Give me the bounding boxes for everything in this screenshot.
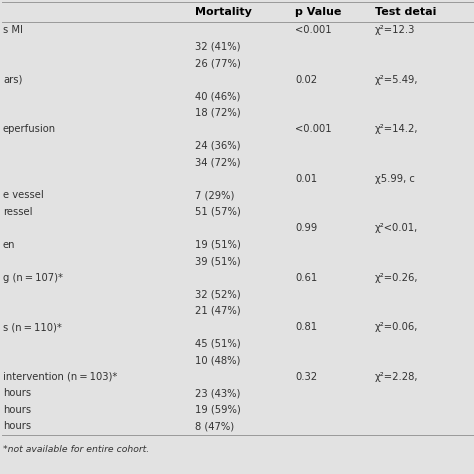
Text: hours: hours (3, 405, 31, 415)
Text: 32 (52%): 32 (52%) (195, 289, 241, 299)
Text: 0.32: 0.32 (295, 372, 317, 382)
Text: 32 (41%): 32 (41%) (195, 42, 240, 52)
Text: 40 (46%): 40 (46%) (195, 91, 240, 101)
Text: 0.61: 0.61 (295, 273, 317, 283)
Text: 23 (43%): 23 (43%) (195, 388, 240, 398)
Text: s MI: s MI (3, 25, 23, 35)
Text: Mortality: Mortality (195, 7, 252, 17)
Text: χ²=0.06,: χ²=0.06, (375, 322, 419, 332)
Text: en: en (3, 240, 16, 250)
Text: 7 (29%): 7 (29%) (195, 190, 234, 200)
Text: 0.01: 0.01 (295, 174, 317, 184)
Text: intervention (n = 103)*: intervention (n = 103)* (3, 372, 118, 382)
Text: hours: hours (3, 388, 31, 398)
Text: 39 (51%): 39 (51%) (195, 256, 241, 266)
Text: s (n = 110)*: s (n = 110)* (3, 322, 62, 332)
Text: χ²=12.3: χ²=12.3 (375, 25, 415, 35)
Text: 24 (36%): 24 (36%) (195, 141, 240, 151)
Text: <0.001: <0.001 (295, 25, 332, 35)
Text: *not available for entire cohort.: *not available for entire cohort. (3, 445, 149, 454)
Text: hours: hours (3, 421, 31, 431)
Text: χ²=14.2,: χ²=14.2, (375, 124, 419, 134)
Text: p Value: p Value (295, 7, 341, 17)
Text: <0.001: <0.001 (295, 124, 332, 134)
Text: 10 (48%): 10 (48%) (195, 355, 240, 365)
Text: 34 (72%): 34 (72%) (195, 157, 240, 167)
Text: 18 (72%): 18 (72%) (195, 108, 241, 118)
Text: 26 (77%): 26 (77%) (195, 58, 241, 68)
Text: 8 (47%): 8 (47%) (195, 421, 234, 431)
Text: 19 (51%): 19 (51%) (195, 240, 241, 250)
Text: 0.02: 0.02 (295, 75, 317, 85)
Text: χ²=2.28,: χ²=2.28, (375, 372, 419, 382)
Text: χ²<0.01,: χ²<0.01, (375, 223, 418, 233)
Text: eperfusion: eperfusion (3, 124, 56, 134)
Text: g (n = 107)*: g (n = 107)* (3, 273, 63, 283)
Text: 51 (57%): 51 (57%) (195, 207, 241, 217)
Text: 45 (51%): 45 (51%) (195, 339, 241, 349)
Text: χ²=5.49,: χ²=5.49, (375, 75, 419, 85)
Text: 19 (59%): 19 (59%) (195, 405, 241, 415)
Text: 21 (47%): 21 (47%) (195, 306, 241, 316)
Text: χ5.99, c: χ5.99, c (375, 174, 415, 184)
Text: Test detai: Test detai (375, 7, 437, 17)
Text: χ²=0.26,: χ²=0.26, (375, 273, 419, 283)
Text: 0.99: 0.99 (295, 223, 317, 233)
Text: ars): ars) (3, 75, 22, 85)
Text: ressel: ressel (3, 207, 33, 217)
Text: e vessel: e vessel (3, 190, 44, 200)
Text: 0.81: 0.81 (295, 322, 317, 332)
